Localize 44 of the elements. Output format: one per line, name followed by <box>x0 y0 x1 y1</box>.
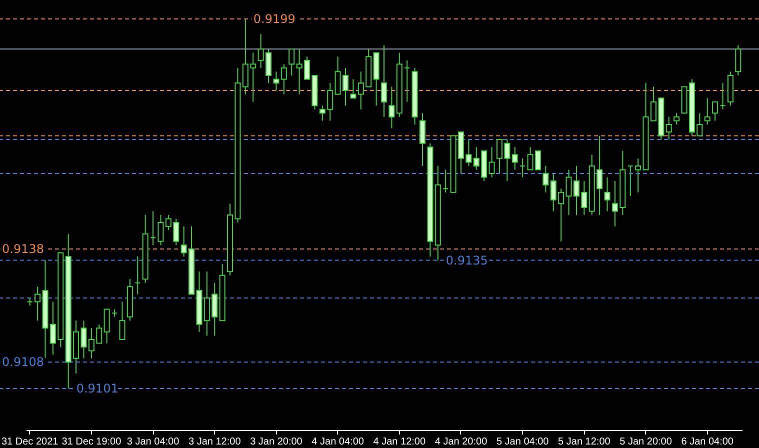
candlestick <box>635 158 642 193</box>
candlestick <box>158 214 164 246</box>
ref-line-label: 0.9135 <box>446 253 488 268</box>
candlestick <box>520 158 526 178</box>
candlestick <box>627 165 634 197</box>
candlestick <box>666 116 672 140</box>
ref-line-label: 0.9138 <box>2 242 44 256</box>
x-tick-label: 5 Jan 20:00 <box>620 436 672 448</box>
x-tick-label: 6 Jan 04:00 <box>681 436 734 448</box>
candlestick <box>712 101 718 122</box>
x-tick-label: 4 Jan 20:00 <box>434 436 488 448</box>
candlestick <box>720 82 726 110</box>
candlestick <box>404 60 410 102</box>
x-tick-label: 5 Jan 04:00 <box>496 436 550 448</box>
x-tick-label: 3 Jan 12:00 <box>188 436 242 448</box>
x-tick-label: 4 Jan 12:00 <box>373 436 426 448</box>
ref-line-label: 0.9101 <box>76 382 118 396</box>
x-tick-label: 3 Jan 20:00 <box>250 436 303 448</box>
candlestick <box>134 256 141 295</box>
candlestick <box>735 44 742 76</box>
candlestick <box>150 210 156 246</box>
x-tick-label: 5 Jan 12:00 <box>558 436 611 448</box>
candlestick <box>442 169 449 193</box>
ref-line-label: 0.9108 <box>2 355 44 370</box>
candlestick <box>381 44 387 118</box>
ref-line-label: 0.9199 <box>253 12 296 26</box>
candlestick <box>704 98 710 125</box>
x-tick-label: 31 Dec 2021 <box>1 436 59 448</box>
candlestick <box>419 112 426 166</box>
x-tick-label: 31 Dec 19:00 <box>62 436 122 448</box>
x-tick-label: 4 Jan 04:00 <box>312 436 364 448</box>
candlestick <box>350 78 356 99</box>
candlestick <box>119 301 126 340</box>
candlestick <box>512 146 518 170</box>
candlestick <box>604 176 610 212</box>
candlestick <box>388 86 395 129</box>
candlestick <box>542 165 549 193</box>
candlestick <box>674 112 680 125</box>
candlestick <box>273 71 280 92</box>
candlestick <box>488 146 495 178</box>
candlestick <box>280 64 287 95</box>
candlestick <box>104 308 110 344</box>
candlestick <box>288 48 295 76</box>
x-tick-label: 3 Jan 04:00 <box>126 436 180 448</box>
